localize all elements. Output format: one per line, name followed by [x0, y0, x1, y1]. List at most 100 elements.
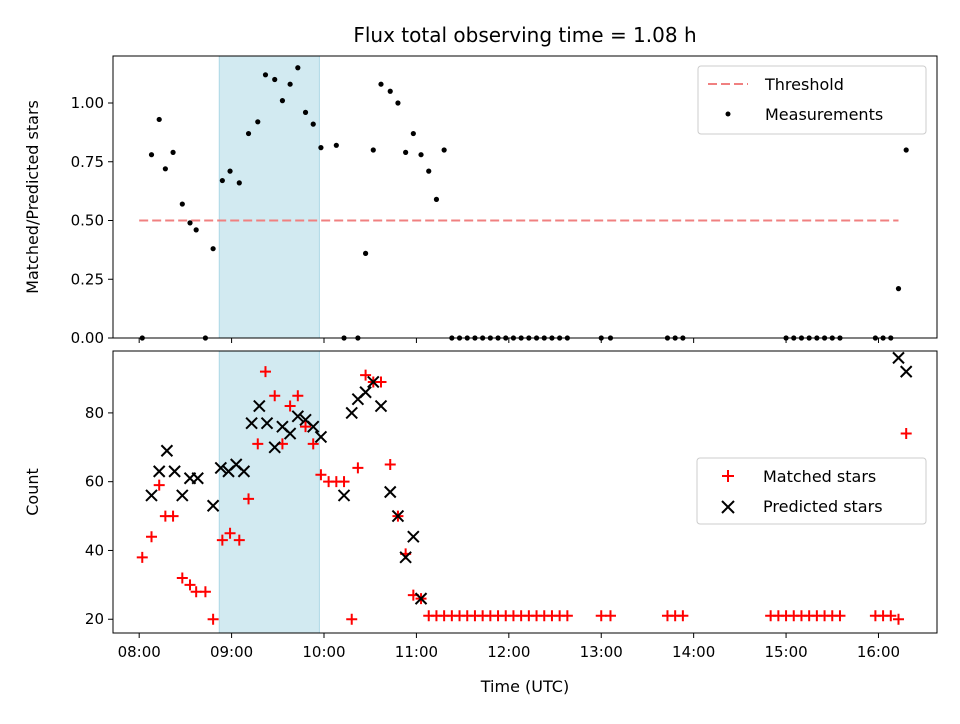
predicted-stars-point [399, 551, 412, 564]
predicted-stars-point [283, 427, 297, 440]
measurement-point [295, 65, 301, 71]
x-tick-label: 10:00 [302, 643, 345, 661]
top-legend-box [697, 65, 927, 135]
predicted-stars-point [206, 499, 220, 512]
matched-stars-point [834, 610, 846, 622]
predicted-stars-point [391, 509, 405, 523]
y-tick-label: 0.75 [71, 153, 104, 171]
measurement-point [245, 130, 252, 137]
predicted-stars-point [245, 417, 258, 430]
measurement-point [179, 201, 185, 207]
predicted-stars-point [160, 444, 174, 457]
matched-stars-point [233, 534, 245, 546]
matched-stars-point [595, 610, 607, 622]
predicted-stars-point [237, 465, 251, 478]
predicted-stars-point [268, 441, 281, 454]
matched-stars-point [176, 572, 188, 584]
measurement-point [395, 100, 401, 106]
matched-stars-point [167, 510, 179, 522]
predicted-stars-point [374, 399, 388, 413]
measurement-point [156, 116, 162, 123]
chart-title: Flux total observing time = 1.08 h [353, 23, 696, 47]
measurement-point [193, 227, 199, 233]
predicted-stars-point [145, 489, 158, 502]
measurement-point [426, 168, 432, 174]
matched-stars-points [136, 366, 912, 625]
bottom-panel: 08:00 09:00 10:00 11:00 12:00 13:00 14:00 15:00… [23, 350, 938, 696]
top-y-axis-label: Matched/Predicted stars [23, 100, 42, 294]
x-axis-label: Time (UTC) [480, 677, 569, 696]
matched-stars-point [300, 421, 312, 433]
matched-stars-point [184, 579, 196, 591]
matched-stars-point [284, 400, 296, 412]
predicted-stars-point [291, 410, 305, 423]
legend-matched-label: Matched stars [763, 467, 876, 486]
bottom-legend-box [696, 457, 927, 525]
y-tick-label: 1.00 [71, 94, 104, 112]
x-tick-label: 16:00 [857, 643, 900, 661]
y-tick-label: 0.00 [71, 329, 104, 347]
matched-stars-point [346, 613, 358, 625]
predicted-stars-point [337, 489, 351, 502]
matched-stars-point [252, 438, 264, 450]
y-tick-label: 40 [85, 541, 104, 559]
legend-predicted-swatch [721, 500, 735, 514]
measurement-point [370, 147, 376, 153]
predicted-stars-point [345, 406, 358, 420]
measurement-point [403, 149, 409, 155]
matched-stars-point [604, 610, 616, 622]
measurement-point [441, 147, 447, 153]
predicted-stars-point [176, 489, 189, 502]
legend-measurements-swatch [725, 111, 731, 117]
predicted-stars-point [168, 465, 181, 478]
y-tick-label: 80 [85, 404, 104, 422]
matched-stars-point [885, 610, 897, 622]
measurement-point [162, 166, 168, 172]
predicted-stars-point [899, 365, 913, 378]
predicted-stars-point [214, 461, 228, 475]
top-y-ticks: 0.00 0.25 0.50 0.75 1.00 [71, 94, 113, 347]
y-tick-label: 20 [85, 610, 104, 628]
top-highlight-span [218, 55, 320, 339]
predicted-stars-point [260, 417, 274, 430]
measurement-point [255, 119, 261, 125]
matched-stars-point [153, 479, 165, 491]
matched-stars-point [224, 527, 236, 539]
measurement-point [236, 180, 242, 186]
measurement-point [318, 145, 324, 151]
measurement-point [302, 109, 309, 115]
bottom-highlight-span [218, 350, 320, 634]
measurement-point [362, 250, 369, 256]
measurement-point [333, 142, 339, 148]
top-panel: 0.00 0.25 0.50 0.75 1.00 Matched/Predicted s… [23, 55, 938, 347]
matched-stars-point [243, 493, 255, 505]
matched-stars-point [292, 390, 304, 402]
matched-stars-point [360, 369, 372, 381]
bottom-x-ticks: 08:00 09:00 10:00 11:00 12:00 13:00 14:00 15:00… [118, 633, 900, 661]
matched-stars-point [352, 462, 364, 474]
bottom-plot-frame [112, 350, 938, 634]
matched-stars-point [375, 376, 387, 388]
matched-stars-point [900, 428, 912, 440]
y-tick-label: 0.50 [71, 212, 104, 230]
predicted-stars-point [367, 375, 380, 389]
x-tick-label: 12:00 [487, 643, 530, 661]
x-tick-label: 11:00 [395, 643, 438, 661]
predicted-stars-points [145, 351, 913, 605]
bottom-y-axis-label: Count [23, 468, 42, 516]
bottom-legend: Matched stars Predicted stars [696, 457, 927, 525]
measurement-point [187, 220, 193, 226]
measurement-point [262, 72, 269, 78]
legend-predicted-label: Predicted stars [763, 497, 883, 516]
measurement-point [279, 98, 286, 104]
measurement-point [227, 168, 233, 174]
measurement-point [219, 177, 225, 184]
measurement-point [148, 152, 155, 158]
top-legend: Threshold Measurements [697, 65, 927, 135]
matched-stars-point [338, 476, 350, 488]
y-tick-label: 60 [85, 473, 104, 491]
predicted-stars-point [253, 399, 266, 413]
measurement-point [210, 246, 216, 252]
matched-stars-point [561, 610, 573, 622]
predicted-stars-point [407, 530, 420, 543]
